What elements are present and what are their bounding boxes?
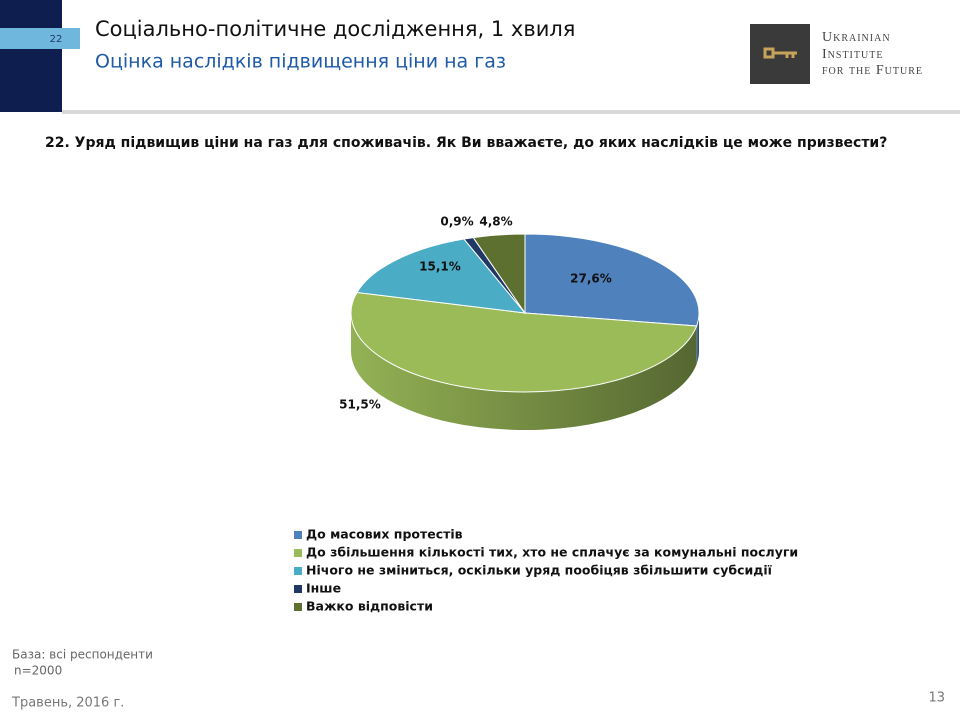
footer-base: База: всі респонденти [12,648,153,662]
legend-swatch [294,603,302,611]
footer-sample: n=2000 [14,664,62,678]
slide-number: 22 [50,34,63,45]
data-label: 0,9% [440,215,473,229]
header-subtitle: Оцінка наслідків підвищення ціни на газ [95,51,506,73]
pie-slice-shade [351,313,697,430]
legend: До масових протестів До збільшення кілько… [294,527,798,614]
data-label: 27,6% [570,272,612,286]
pie-slice [356,238,527,314]
legend-label: Важко відповісти [306,599,433,614]
legend-label: Інше [306,581,341,596]
legend-swatch [294,531,302,539]
legend-label: До масових протестів [306,527,463,542]
data-label: 4,8% [479,215,512,229]
header-rule [62,110,960,114]
legend-label: До збільшення кількості тих, хто не спла… [306,545,798,560]
page-number: 13 [928,691,945,706]
legend-swatch [294,567,302,575]
legend-swatch [294,585,302,593]
pie-slice [350,291,698,393]
data-label: 15,1% [419,260,461,274]
footer-date: Травень, 2016 г. [11,696,124,711]
data-label: 51,5% [339,398,381,412]
logo-text: Institute [822,47,883,62]
pie: 27,6% 51,5% 15,1% 0,9% 4,8% [339,215,700,430]
pie-slice [524,233,700,327]
header-title: Соціально-політичне дослідження, 1 хвиля [95,17,575,41]
logo-text: Ukrainian [822,30,891,45]
legend-swatch [294,549,302,557]
logo-text: for the Future [822,63,923,78]
legend-label: Нічого не зміниться, оскільки уряд пообі… [306,563,773,578]
chart-title: 22. Уряд підвищив ціни на газ для спожив… [45,135,887,151]
header-block [0,0,62,112]
pie-slice [472,233,526,315]
slide-number-bar [0,28,80,49]
logo-key [763,47,797,59]
